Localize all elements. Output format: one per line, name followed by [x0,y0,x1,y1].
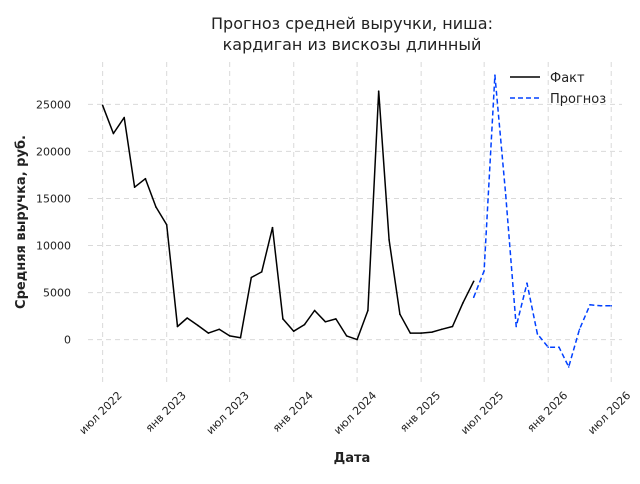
data-point-fact [431,331,433,333]
chart-title-line2: кардиган из вискозы длинный [223,35,482,54]
x-tick-label: июл 2026 [585,389,633,437]
data-point-fact [144,177,147,180]
x-tick-label: июл 2023 [204,389,252,437]
y-tick-label: 5000 [43,287,71,300]
data-point-fact [176,325,179,328]
series-layer [101,74,613,368]
y-tick-label: 15000 [36,192,71,205]
data-point-fact [228,335,231,337]
data-point-forecast [515,325,517,328]
data-point-fact [123,116,126,119]
x-tick-label: янв 2026 [525,389,571,435]
legend-label-fact: Факт [550,71,585,86]
data-point-fact [155,206,157,208]
y-axis-label: Средняя выручка, руб. [14,135,29,309]
data-point-fact [112,132,115,135]
data-point-fact [420,332,422,334]
data-point-forecast [483,270,485,272]
data-point-fact [377,90,380,92]
x-tick-label: янв 2023 [143,389,189,435]
data-point-fact [197,324,199,327]
legend-label-forecast: Прогноз [550,92,606,107]
data-point-fact [388,239,390,241]
x-tick-label: янв 2024 [270,389,316,435]
series-line-forecast [473,74,612,368]
data-point-fact [292,330,295,332]
data-point-fact [250,276,253,279]
grid [88,62,622,382]
data-point-forecast [547,346,550,348]
data-point-fact [409,332,412,334]
data-point-fact [207,332,210,334]
x-axis-label: Дата [334,451,371,466]
data-point-forecast [599,304,602,307]
y-axis-ticks: 0 5000 10000 15000 20000 25000 [36,98,71,346]
data-point-fact [165,224,168,226]
data-point-fact [239,336,242,339]
data-point-forecast [610,304,613,307]
chart-title-line1: Прогноз средней выручки, ниша: [211,14,493,33]
data-point-forecast [589,304,591,306]
data-point-fact [313,309,316,312]
data-point-forecast [578,328,581,331]
data-point-forecast [494,74,496,76]
legend: Факт Прогноз [510,71,606,107]
series-line-fact [101,90,475,341]
data-point-fact [303,323,306,326]
data-point-forecast [504,193,507,196]
data-point-fact [367,309,369,312]
data-point-fact [472,280,475,283]
x-tick-label: янв 2025 [397,389,443,435]
data-point-fact [133,186,136,188]
data-point-fact [451,325,454,328]
data-point-fact [260,271,263,273]
y-tick-label: 10000 [36,240,71,253]
x-tick-label: июл 2025 [458,389,506,437]
data-point-forecast [558,346,560,348]
data-point-forecast [536,333,539,335]
x-axis-ticks: июл 2022 янв 2023 июл 2023 янв 2024 июл 2024… [77,389,634,437]
data-point-fact [335,318,337,320]
data-point-forecast [567,366,570,368]
data-point-fact [356,338,358,341]
data-point-fact [345,335,348,337]
data-point-fact [399,313,401,316]
data-point-fact [462,302,464,304]
data-point-fact [440,328,443,331]
data-point-fact [282,318,284,320]
data-point-fact [271,226,274,229]
data-point-forecast [472,296,475,299]
x-tick-label: июл 2024 [331,389,379,437]
data-point-fact [218,328,221,331]
y-tick-label: 0 [64,334,71,347]
data-point-forecast [526,282,528,284]
x-tick-label: июл 2022 [77,389,125,437]
y-tick-label: 25000 [36,98,71,111]
data-point-fact [101,104,104,107]
y-tick-label: 20000 [36,145,71,158]
data-point-fact [324,320,327,323]
data-point-fact [186,317,189,319]
